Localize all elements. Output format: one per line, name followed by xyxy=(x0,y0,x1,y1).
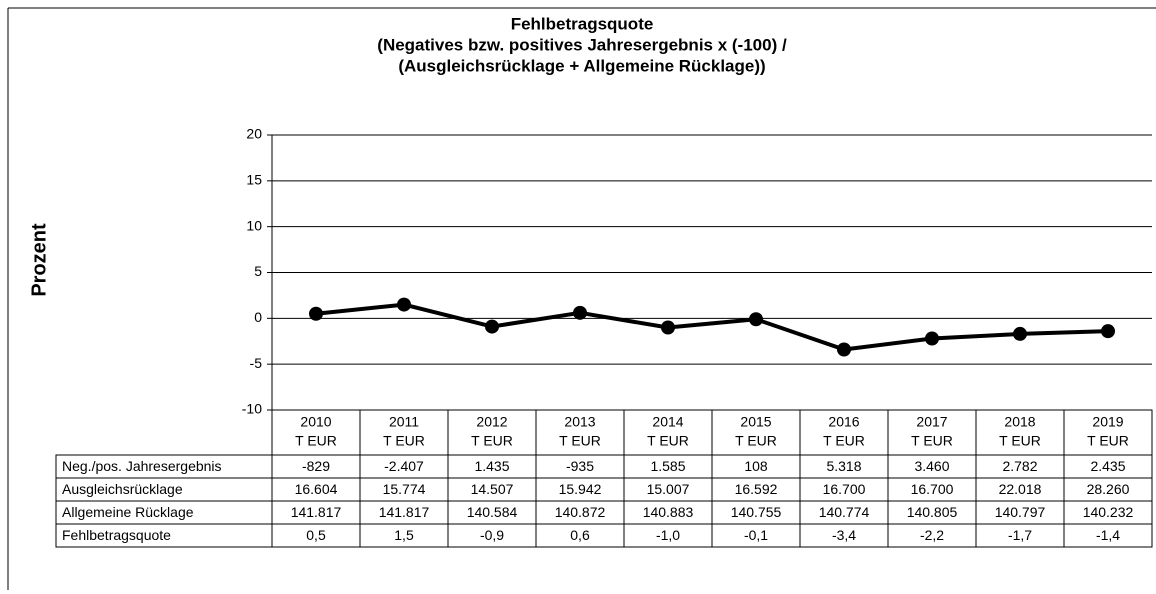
row-label: Ausgleichsrücklage xyxy=(62,481,183,497)
point xyxy=(837,342,851,357)
row-label: Fehlbetragsquote xyxy=(62,527,171,543)
y-tick-label: 10 xyxy=(246,217,262,233)
table-value: 22.018 xyxy=(999,481,1042,497)
table-value: 140.755 xyxy=(731,504,782,520)
table-value: 140.584 xyxy=(467,504,518,520)
table-value: 16.700 xyxy=(911,481,954,497)
table-value: 2.782 xyxy=(1002,458,1037,474)
table-value: -1,4 xyxy=(1096,527,1120,543)
table-value: 3.460 xyxy=(914,458,949,474)
table-value: -2,2 xyxy=(920,527,944,543)
x-tick-unit: T EUR xyxy=(735,433,777,449)
table-value: 140.774 xyxy=(819,504,870,520)
table-value: 1.435 xyxy=(474,458,509,474)
table-value: 1,5 xyxy=(394,527,414,543)
point xyxy=(749,312,763,327)
x-tick-unit: T EUR xyxy=(911,433,953,449)
table-value: 141.817 xyxy=(291,504,342,520)
table-value: -829 xyxy=(302,458,330,474)
y-tick-label: 0 xyxy=(254,309,262,325)
x-tick-unit: T EUR xyxy=(823,433,865,449)
chart-subtitle: (Ausgleichsrücklage + Allgemeine Rücklag… xyxy=(398,56,765,75)
table-value: -3,4 xyxy=(832,527,856,543)
table-value: -2.407 xyxy=(384,458,424,474)
table-cell xyxy=(1063,523,1153,548)
point xyxy=(573,305,587,320)
table-value: -1,7 xyxy=(1008,527,1032,543)
chart-title: Fehlbetragsquote xyxy=(511,14,654,33)
table-value: 140.872 xyxy=(555,504,606,520)
table-value: -0,1 xyxy=(744,527,768,543)
x-tick-label: 2019 xyxy=(1092,414,1123,430)
point xyxy=(397,297,411,312)
x-tick-label: 2018 xyxy=(1004,414,1035,430)
x-tick-label: 2010 xyxy=(300,414,331,430)
table-value: -1,0 xyxy=(656,527,680,543)
x-tick-label: 2013 xyxy=(564,414,595,430)
table-value: 28.260 xyxy=(1087,481,1130,497)
table-value: 5.318 xyxy=(826,458,861,474)
table-value: 15.942 xyxy=(559,481,602,497)
y-tick-label: 20 xyxy=(246,126,262,142)
x-tick-label: 2011 xyxy=(389,414,419,430)
table-value: 15.774 xyxy=(383,481,426,497)
point xyxy=(661,320,675,335)
table-value: 1.585 xyxy=(650,458,685,474)
row-label: Neg./pos. Jahresergebnis xyxy=(62,458,222,474)
x-tick-unit: T EUR xyxy=(1087,433,1129,449)
point xyxy=(309,306,323,321)
point xyxy=(485,319,499,334)
x-tick-label: 2015 xyxy=(740,414,771,430)
chart-subtitle: (Negatives bzw. positives Jahresergebnis… xyxy=(377,35,787,54)
table-value: 140.797 xyxy=(995,504,1046,520)
point xyxy=(1101,324,1115,339)
table-value: 140.232 xyxy=(1083,504,1134,520)
x-tick-unit: T EUR xyxy=(471,433,513,449)
y-tick-label: 15 xyxy=(246,172,262,188)
table-value: 0,6 xyxy=(570,527,590,543)
table-value: -935 xyxy=(566,458,594,474)
y-tick-label: -5 xyxy=(250,355,263,371)
x-tick-unit: T EUR xyxy=(647,433,689,449)
table-value: 16.700 xyxy=(823,481,866,497)
table-value: 16.592 xyxy=(735,481,778,497)
table-value: -0,9 xyxy=(480,527,504,543)
x-tick-label: 2014 xyxy=(652,414,683,430)
point xyxy=(1013,326,1027,341)
table-value: 2.435 xyxy=(1090,458,1125,474)
series-line xyxy=(315,302,1109,352)
table-value: 141.817 xyxy=(379,504,430,520)
table-value: 140.883 xyxy=(643,504,694,520)
x-tick-unit: T EUR xyxy=(559,433,601,449)
x-tick-label: 2012 xyxy=(476,414,507,430)
x-tick-unit: T EUR xyxy=(295,433,337,449)
point xyxy=(925,331,939,346)
x-tick-label: 2017 xyxy=(916,414,947,430)
y-tick-label: -10 xyxy=(242,401,262,417)
row-label: Allgemeine Rücklage xyxy=(62,504,194,520)
x-tick-label: 2016 xyxy=(828,414,859,430)
x-tick-unit: T EUR xyxy=(383,433,425,449)
table-value: 16.604 xyxy=(295,481,338,497)
table-value: 140.805 xyxy=(907,504,958,520)
x-tick-unit: T EUR xyxy=(999,433,1041,449)
table-value: 15.007 xyxy=(647,481,690,497)
table-value: 108 xyxy=(744,458,768,474)
y-tick-label: 5 xyxy=(254,263,262,279)
table-value: 14.507 xyxy=(471,481,514,497)
y-axis-label: Prozent xyxy=(28,223,50,297)
table-value: 0,5 xyxy=(306,527,326,543)
